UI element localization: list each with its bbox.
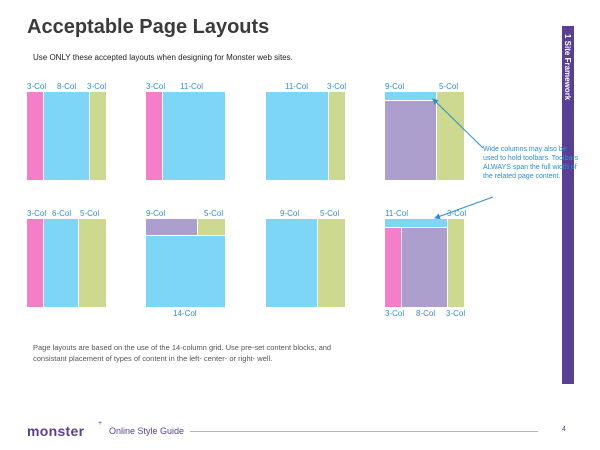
layout5-col-right <box>79 219 106 307</box>
layout8-label-right-top: 3-Col <box>447 209 467 218</box>
arrow-to-top-toolbar <box>432 98 484 149</box>
layout8-col-center <box>402 228 447 307</box>
monster-logo: monster <box>27 423 85 439</box>
layout7-col-right <box>318 219 345 307</box>
page-subtitle: Use ONLY these accepted layouts when des… <box>33 53 293 62</box>
layout6-top-right <box>198 219 225 235</box>
layout7-label-right: 5-Col <box>320 209 340 218</box>
layout1-col-right <box>90 92 106 180</box>
layout3-col-left <box>266 92 328 180</box>
layout4-label-left: 9-Col <box>385 82 405 91</box>
layout7-label-left: 9-Col <box>280 209 300 218</box>
layout8-label-bottom-left: 3-Col <box>385 309 405 318</box>
layout5-label-center: 6-Col <box>52 209 72 218</box>
layout1-label-left: 3-Col <box>27 82 47 91</box>
layout8-col-left <box>385 228 401 307</box>
layout2-col-right <box>163 92 225 180</box>
layout2-col-left <box>146 92 162 180</box>
layout5-label-right: 5-Col <box>80 209 100 218</box>
logo-mark: + <box>98 420 103 427</box>
layout2-label-left: 3-Col <box>146 82 166 91</box>
layout1-col-left <box>27 92 43 180</box>
layout1-label-center: 8-Col <box>57 82 77 91</box>
layout3-label-right: 3-Col <box>327 82 347 91</box>
layout8-label-toolbar: 11-Col <box>385 209 408 218</box>
layout5-col-center <box>44 219 78 307</box>
toolbar-note: Wide columns may also be used to hold to… <box>483 146 579 180</box>
footer-title: Online Style Guide <box>109 426 185 436</box>
layout8-toolbar <box>385 219 447 227</box>
layout8-label-bottom-right: 3-Col <box>446 309 466 318</box>
layout8-label-bottom-center: 8-Col <box>416 309 436 318</box>
layout4-toolbar <box>385 92 436 100</box>
layout2-label-right: 11-Col <box>180 82 203 91</box>
layout4-col-left <box>385 101 436 180</box>
layout7-col-left <box>266 219 317 307</box>
page-title: Acceptable Page Layouts <box>27 16 270 38</box>
layout1-col-center <box>44 92 89 180</box>
side-tab <box>562 26 574 384</box>
side-tab-label: 1 Site Framework <box>563 34 572 101</box>
layout3-label-left: 11-Col <box>285 82 308 91</box>
layout6-bottom-full <box>146 236 225 307</box>
arrow-to-bottom-toolbar <box>434 196 494 220</box>
page-number: 4 <box>562 426 566 433</box>
layout4-label-right: 5-Col <box>439 82 459 91</box>
layout5-col-left <box>27 219 43 307</box>
layout3-col-right <box>329 92 345 180</box>
layout6-label-left: 9-Col <box>146 209 166 218</box>
layout5-label-left: 3-Col <box>27 209 47 218</box>
layout6-label-bottom: 14-Col <box>173 309 197 318</box>
footer-rule <box>190 431 538 432</box>
layout8-col-right <box>448 219 464 307</box>
body-paragraph: Page layouts are based on the use of the… <box>33 343 332 363</box>
layout1-label-right: 3-Col <box>87 82 107 91</box>
layout6-top-left <box>146 219 197 235</box>
layout6-label-right: 5-Col <box>204 209 224 218</box>
